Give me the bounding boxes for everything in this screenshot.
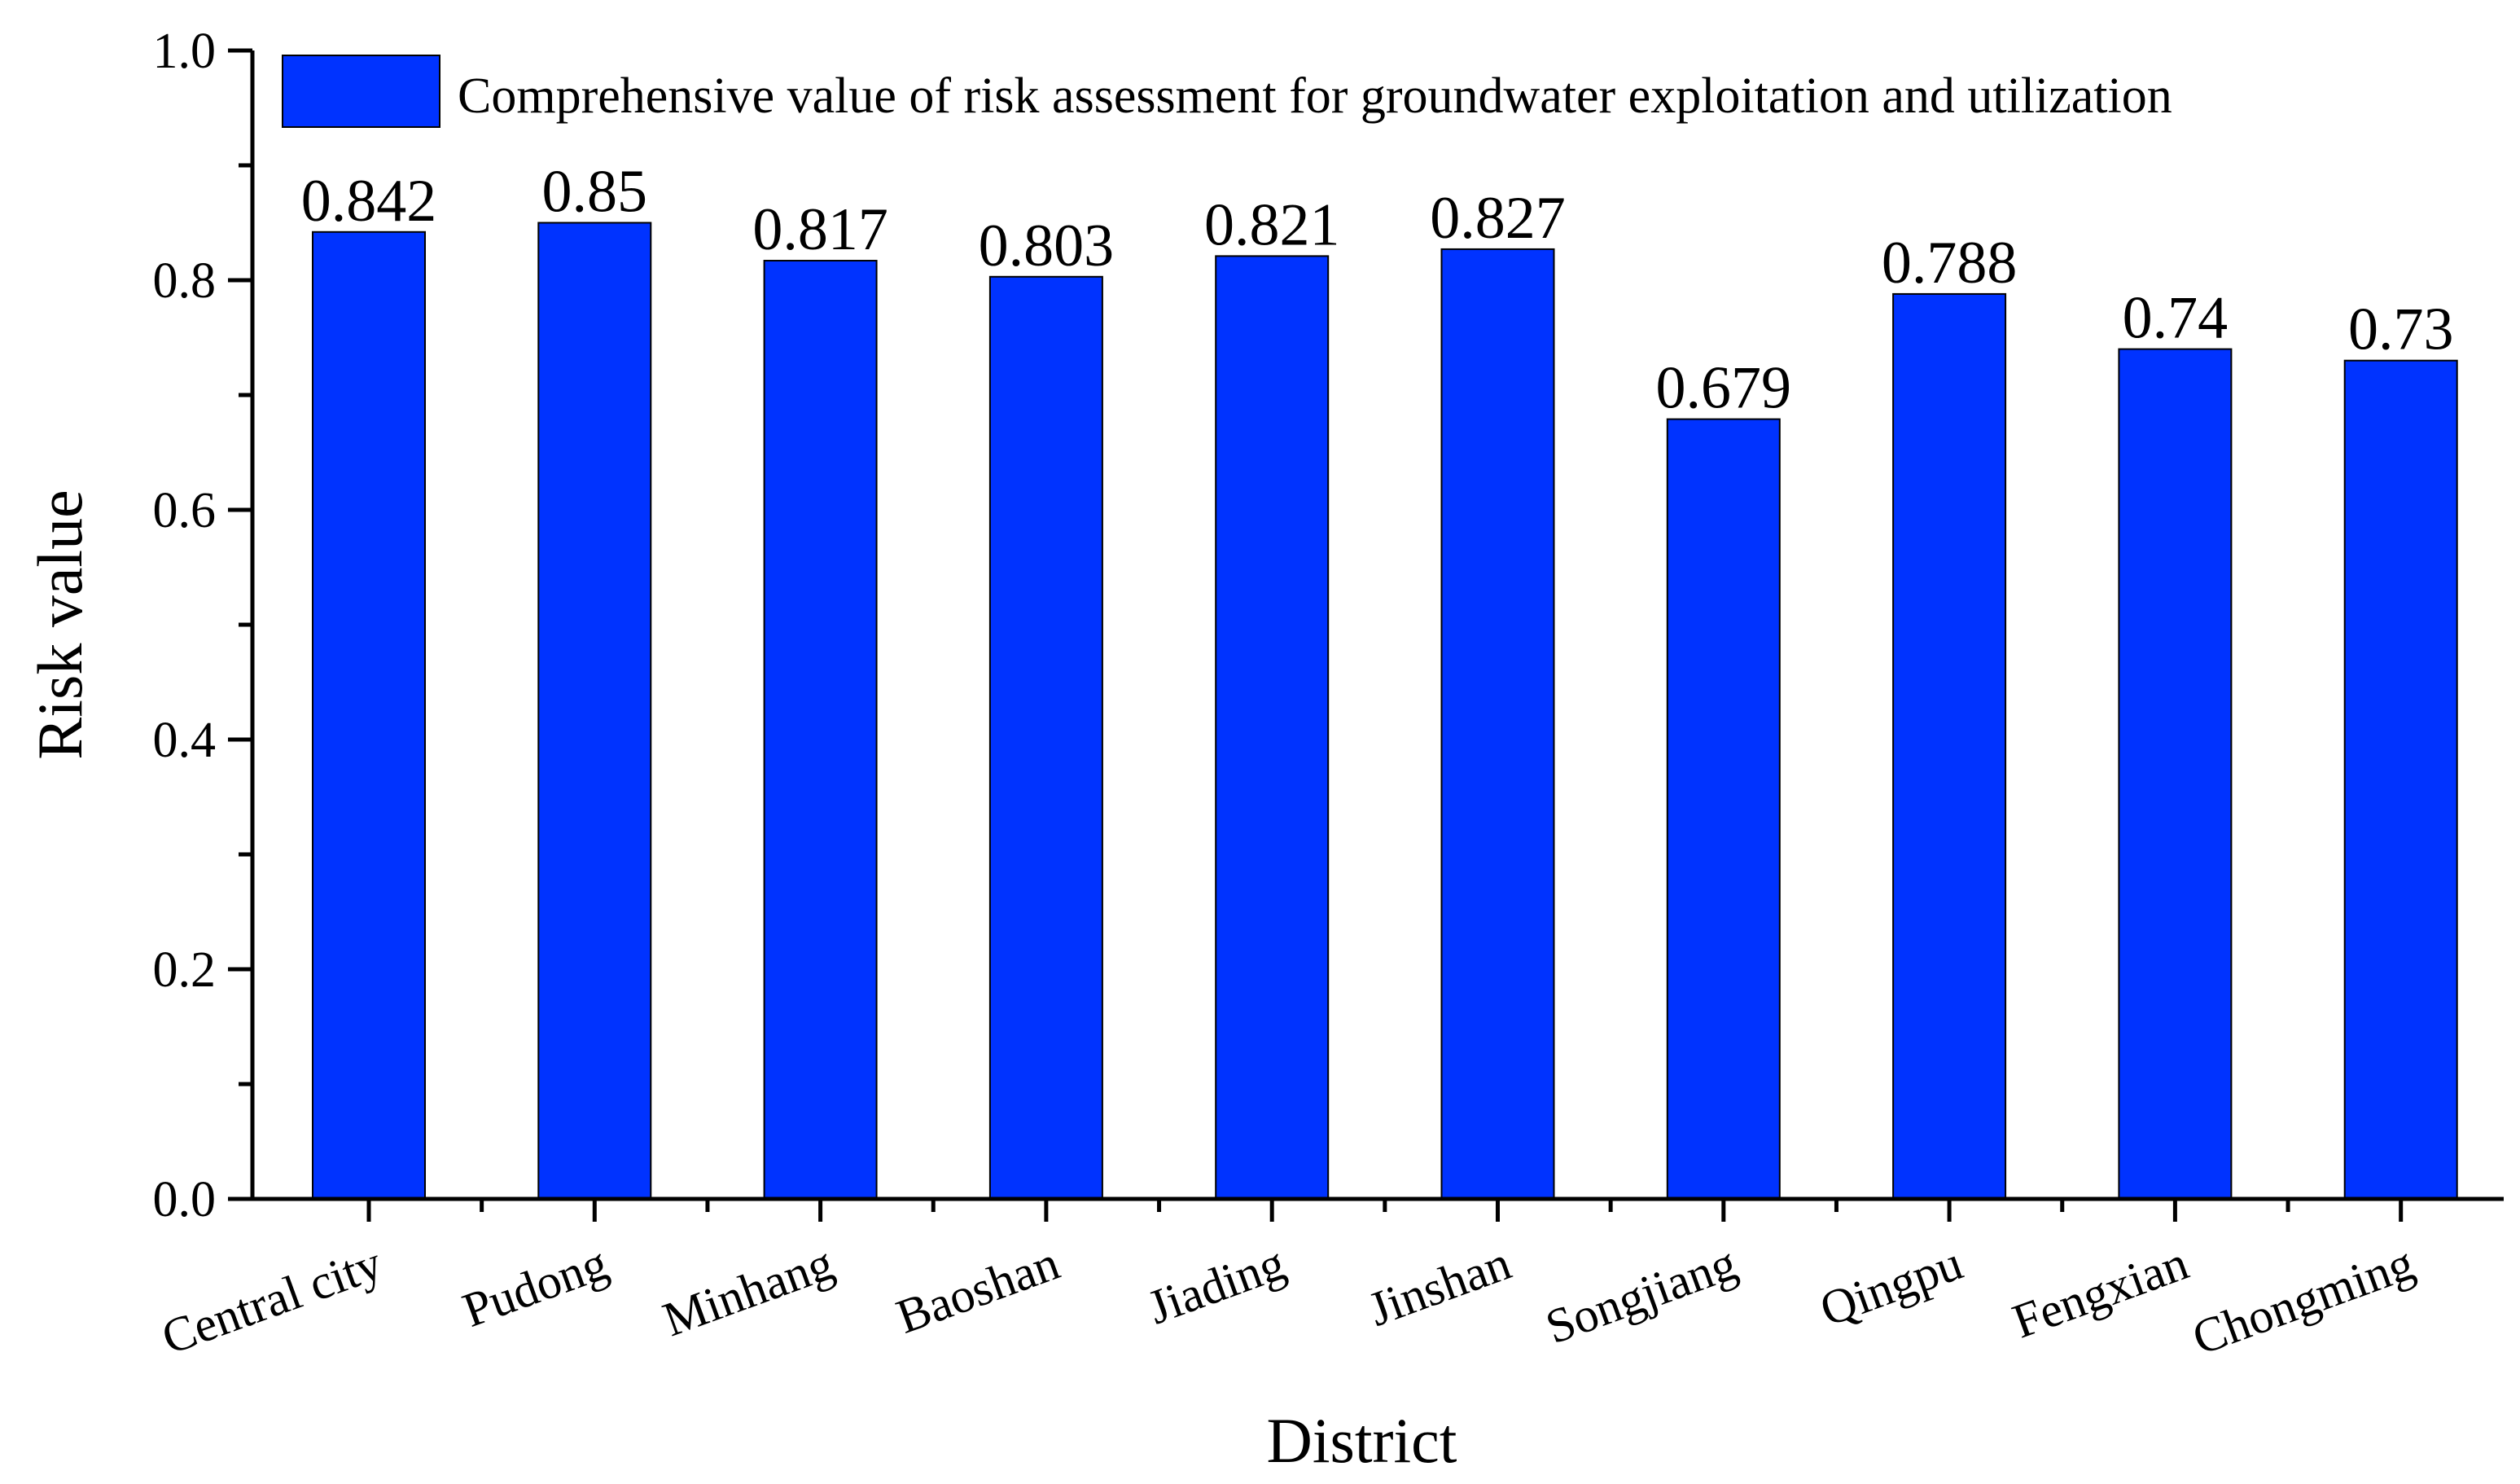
- bar-value-label: 0.842: [301, 168, 437, 235]
- bar-value-label: 0.679: [1656, 355, 1792, 422]
- category-label: Jiading: [1141, 1236, 1291, 1334]
- category-label: Fengxian: [2005, 1236, 2194, 1348]
- bar: [1215, 255, 1330, 1200]
- y-tick-label: 1.0: [153, 24, 217, 79]
- y-tick-label: 0.4: [153, 713, 217, 768]
- bar: [988, 275, 1103, 1200]
- bar-value-label: 0.74: [2123, 285, 2229, 352]
- bar: [1440, 248, 1555, 1200]
- bar: [2343, 359, 2458, 1201]
- bars: [312, 222, 2458, 1201]
- bar-value-label: 0.85: [542, 159, 648, 226]
- category-label: Jinshan: [1361, 1236, 1518, 1337]
- legend-label: Comprehensive value of risk assessment f…: [458, 68, 2172, 124]
- category-label: Qingpu: [1813, 1236, 1970, 1337]
- y-tick-label: 0.6: [153, 483, 217, 538]
- category-label: Songjiang: [1539, 1236, 1743, 1354]
- y-tick-label: 0.2: [153, 942, 217, 998]
- category-label: Pudong: [456, 1236, 615, 1337]
- legend-swatch: [282, 55, 440, 128]
- category-label: Baoshan: [890, 1236, 1067, 1344]
- bar: [312, 231, 426, 1200]
- y-tick-label: 0.0: [153, 1172, 217, 1227]
- bar: [763, 260, 878, 1200]
- bar-value-label: 0.73: [2348, 296, 2454, 363]
- y-axis-title: Risk value: [24, 490, 95, 759]
- bar-value-label: 0.803: [979, 213, 1115, 279]
- y-tick-label: 0.8: [153, 253, 217, 309]
- bar: [537, 222, 652, 1200]
- bar: [1892, 292, 2007, 1200]
- x-axis-ticks: [366, 1199, 2404, 1222]
- category-label: Central city: [155, 1236, 388, 1364]
- y-axis-ticks: 0.0 0.2 0.4 0.6 0.8 1.0: [153, 24, 252, 1227]
- bar-value-label: 0.821: [1204, 191, 1340, 258]
- bar-value-label: 0.827: [1430, 185, 1566, 252]
- bar-value-labels: 0.842 0.85 0.817 0.803 0.821 0.827 0.679 0.788 0…: [301, 159, 2454, 422]
- bar-value-label: 0.817: [752, 196, 888, 263]
- category-label: Chongming: [2185, 1236, 2421, 1365]
- category-labels: Central city Pudong Minhang Baoshan Jiading J…: [155, 1236, 2421, 1365]
- bar: [1666, 418, 1781, 1200]
- bar-value-label: 0.788: [1882, 230, 2018, 296]
- category-label: Minhang: [656, 1236, 840, 1346]
- bar: [2118, 348, 2233, 1201]
- legend: Comprehensive value of risk assessment f…: [282, 55, 2172, 128]
- x-axis-title: District: [1267, 1405, 1457, 1476]
